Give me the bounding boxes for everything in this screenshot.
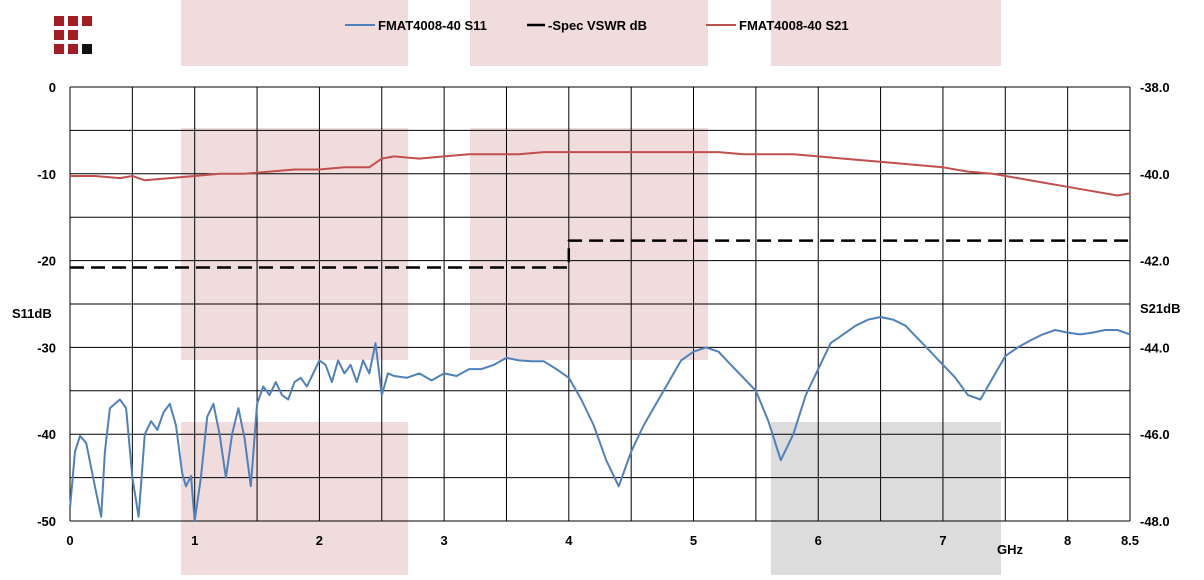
right-tick-label: -40.0 <box>1140 167 1170 182</box>
x-tick-label: 7 <box>939 533 946 548</box>
left-tick-label: -20 <box>37 254 56 269</box>
x-tick-label: 2 <box>316 533 323 548</box>
legend-label: -Spec VSWR dB <box>548 18 647 33</box>
band-top-3 <box>771 0 1001 66</box>
legend-label: FMAT4008-40 S21 <box>739 18 849 33</box>
left-tick-label: -10 <box>37 167 56 182</box>
series-line <box>70 239 1130 269</box>
band-top-2 <box>470 0 708 66</box>
band-mid-1 <box>181 128 408 360</box>
series-line <box>70 151 1131 197</box>
left-tick-label: 0 <box>49 80 56 95</box>
right-tick-label: -48.0 <box>1140 514 1170 529</box>
x-tick-label: 4 <box>565 533 573 548</box>
x-tick-label: 6 <box>815 533 822 548</box>
series <box>69 151 1131 522</box>
left-tick-label: -40 <box>37 427 56 442</box>
x-unit-label: GHz <box>997 542 1024 557</box>
left-tick-label: -50 <box>37 514 56 529</box>
series-line <box>69 316 1131 522</box>
right-axis-title: S21dB <box>1140 301 1180 316</box>
band-mid-2 <box>470 128 708 360</box>
right-tick-label: -44.0 <box>1140 340 1170 355</box>
x-tick-label: 5 <box>690 533 697 548</box>
legend-label: FMAT4008-40 S11 <box>378 18 487 33</box>
band-bottom-gray <box>771 422 1001 575</box>
left-axis-title: S11dB <box>12 306 52 321</box>
band-top-1 <box>181 0 408 66</box>
company-logo-icon <box>54 16 92 54</box>
right-tick-label: -42.0 <box>1140 254 1170 269</box>
x-tick-label: 3 <box>441 533 448 548</box>
background-bands <box>181 0 1001 575</box>
x-tick-label: 1 <box>191 533 198 548</box>
legend: FMAT4008-40 S11 -Spec VSWR dB FMAT4008-40 … <box>345 18 849 33</box>
left-tick-label: -30 <box>37 340 56 355</box>
axes: 0 1 2 3 4 5 6 7 8 8.5 0 -10 -20 -30 -40 -50 -38.0 -40.0 -4… <box>12 80 1180 557</box>
right-tick-label: -38.0 <box>1140 80 1170 95</box>
x-tick-label: 8 <box>1064 533 1071 548</box>
x-tick-label: 0 <box>66 533 73 548</box>
x-tick-label: 8.5 <box>1121 533 1139 548</box>
right-tick-label: -46.0 <box>1140 427 1170 442</box>
band-bottom-1 <box>181 422 408 575</box>
